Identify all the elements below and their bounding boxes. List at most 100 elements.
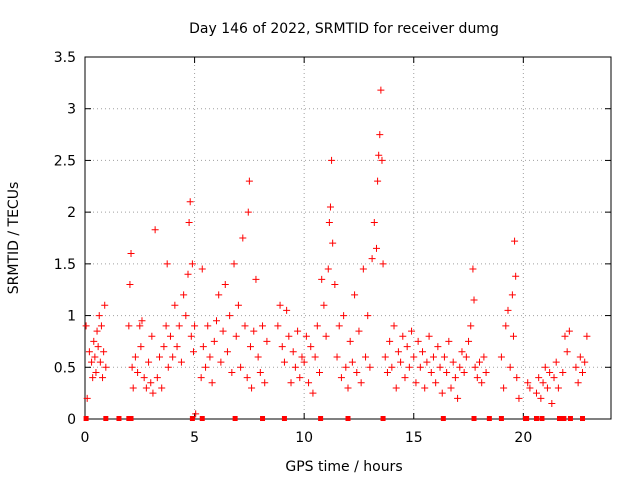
gap-marker bbox=[318, 416, 324, 421]
data-point bbox=[410, 353, 418, 361]
data-point bbox=[546, 368, 554, 376]
data-point bbox=[436, 363, 444, 371]
gap-marker bbox=[232, 416, 238, 421]
data-point bbox=[241, 322, 249, 330]
y-tick-label: 1 bbox=[67, 309, 76, 325]
data-point bbox=[324, 265, 332, 273]
data-point bbox=[509, 332, 517, 340]
data-point bbox=[129, 384, 137, 392]
data-point bbox=[228, 368, 236, 376]
y-tick-label: 0 bbox=[67, 412, 76, 428]
gap-marker bbox=[116, 416, 122, 421]
data-point bbox=[462, 353, 470, 361]
data-point bbox=[372, 244, 380, 252]
data-point bbox=[206, 353, 214, 361]
data-point bbox=[134, 368, 142, 376]
data-point bbox=[145, 358, 153, 366]
data-point bbox=[346, 337, 354, 345]
data-point bbox=[524, 379, 532, 387]
data-point bbox=[215, 291, 223, 299]
data-point bbox=[478, 379, 486, 387]
data-point bbox=[412, 379, 420, 387]
y-axis-label: SRMTID / TECUs bbox=[6, 182, 22, 295]
data-point bbox=[456, 363, 464, 371]
data-point bbox=[93, 327, 101, 335]
data-point bbox=[353, 368, 361, 376]
data-point bbox=[298, 353, 306, 361]
data-point bbox=[508, 291, 516, 299]
data-point bbox=[204, 322, 212, 330]
data-point bbox=[239, 234, 247, 242]
data-point bbox=[250, 327, 258, 335]
data-point bbox=[440, 353, 448, 361]
data-point bbox=[438, 389, 446, 397]
plot-frame bbox=[84, 56, 612, 420]
data-point bbox=[291, 363, 299, 371]
gap-marker bbox=[260, 416, 266, 421]
y-tick-label: 1.5 bbox=[54, 257, 76, 273]
data-point bbox=[245, 177, 253, 185]
data-point bbox=[223, 348, 231, 356]
gap-marker bbox=[561, 416, 567, 421]
data-point bbox=[261, 379, 269, 387]
data-point bbox=[451, 374, 459, 382]
data-point bbox=[96, 358, 104, 366]
data-point bbox=[192, 410, 200, 418]
data-point bbox=[471, 363, 479, 371]
data-point bbox=[263, 337, 271, 345]
data-point bbox=[91, 353, 99, 361]
data-point bbox=[351, 291, 359, 299]
data-point bbox=[100, 348, 108, 356]
gap-marker bbox=[498, 416, 504, 421]
gap-marker bbox=[471, 416, 477, 421]
data-point bbox=[502, 322, 510, 330]
data-point bbox=[232, 332, 240, 340]
data-point bbox=[504, 306, 512, 314]
data-point bbox=[500, 384, 508, 392]
data-point bbox=[515, 394, 523, 402]
data-point bbox=[357, 379, 365, 387]
data-point bbox=[210, 337, 218, 345]
data-point bbox=[581, 358, 589, 366]
data-point bbox=[423, 358, 431, 366]
gap-marker bbox=[380, 416, 386, 421]
gap-marker bbox=[83, 416, 89, 421]
data-point bbox=[408, 327, 416, 335]
data-point bbox=[370, 218, 378, 226]
data-point bbox=[153, 374, 161, 382]
data-point bbox=[574, 379, 582, 387]
data-point bbox=[95, 312, 103, 320]
data-point bbox=[202, 363, 210, 371]
gap-marker bbox=[567, 416, 573, 421]
data-point bbox=[548, 399, 556, 407]
data-point bbox=[383, 368, 391, 376]
data-point bbox=[320, 301, 328, 309]
data-point bbox=[309, 389, 317, 397]
data-point bbox=[526, 384, 534, 392]
data-point bbox=[221, 281, 229, 289]
data-point bbox=[552, 358, 560, 366]
grid bbox=[85, 57, 611, 419]
data-point bbox=[427, 368, 435, 376]
data-point bbox=[512, 272, 520, 280]
data-point bbox=[326, 203, 334, 211]
data-point bbox=[376, 131, 384, 139]
data-point bbox=[189, 348, 197, 356]
data-point bbox=[83, 394, 91, 402]
data-point bbox=[311, 353, 319, 361]
data-point bbox=[550, 374, 558, 382]
data-point bbox=[333, 353, 341, 361]
data-point bbox=[329, 239, 337, 247]
gap-marker bbox=[580, 416, 586, 421]
data-point bbox=[421, 384, 429, 392]
data-point bbox=[559, 368, 567, 376]
data-point bbox=[243, 374, 251, 382]
data-point bbox=[198, 265, 206, 273]
data-point bbox=[392, 384, 400, 392]
data-point bbox=[307, 343, 315, 351]
data-point bbox=[180, 291, 188, 299]
data-point bbox=[280, 358, 288, 366]
data-point bbox=[443, 368, 451, 376]
x-tick-label: 20 bbox=[514, 430, 532, 446]
data-point bbox=[482, 368, 490, 376]
